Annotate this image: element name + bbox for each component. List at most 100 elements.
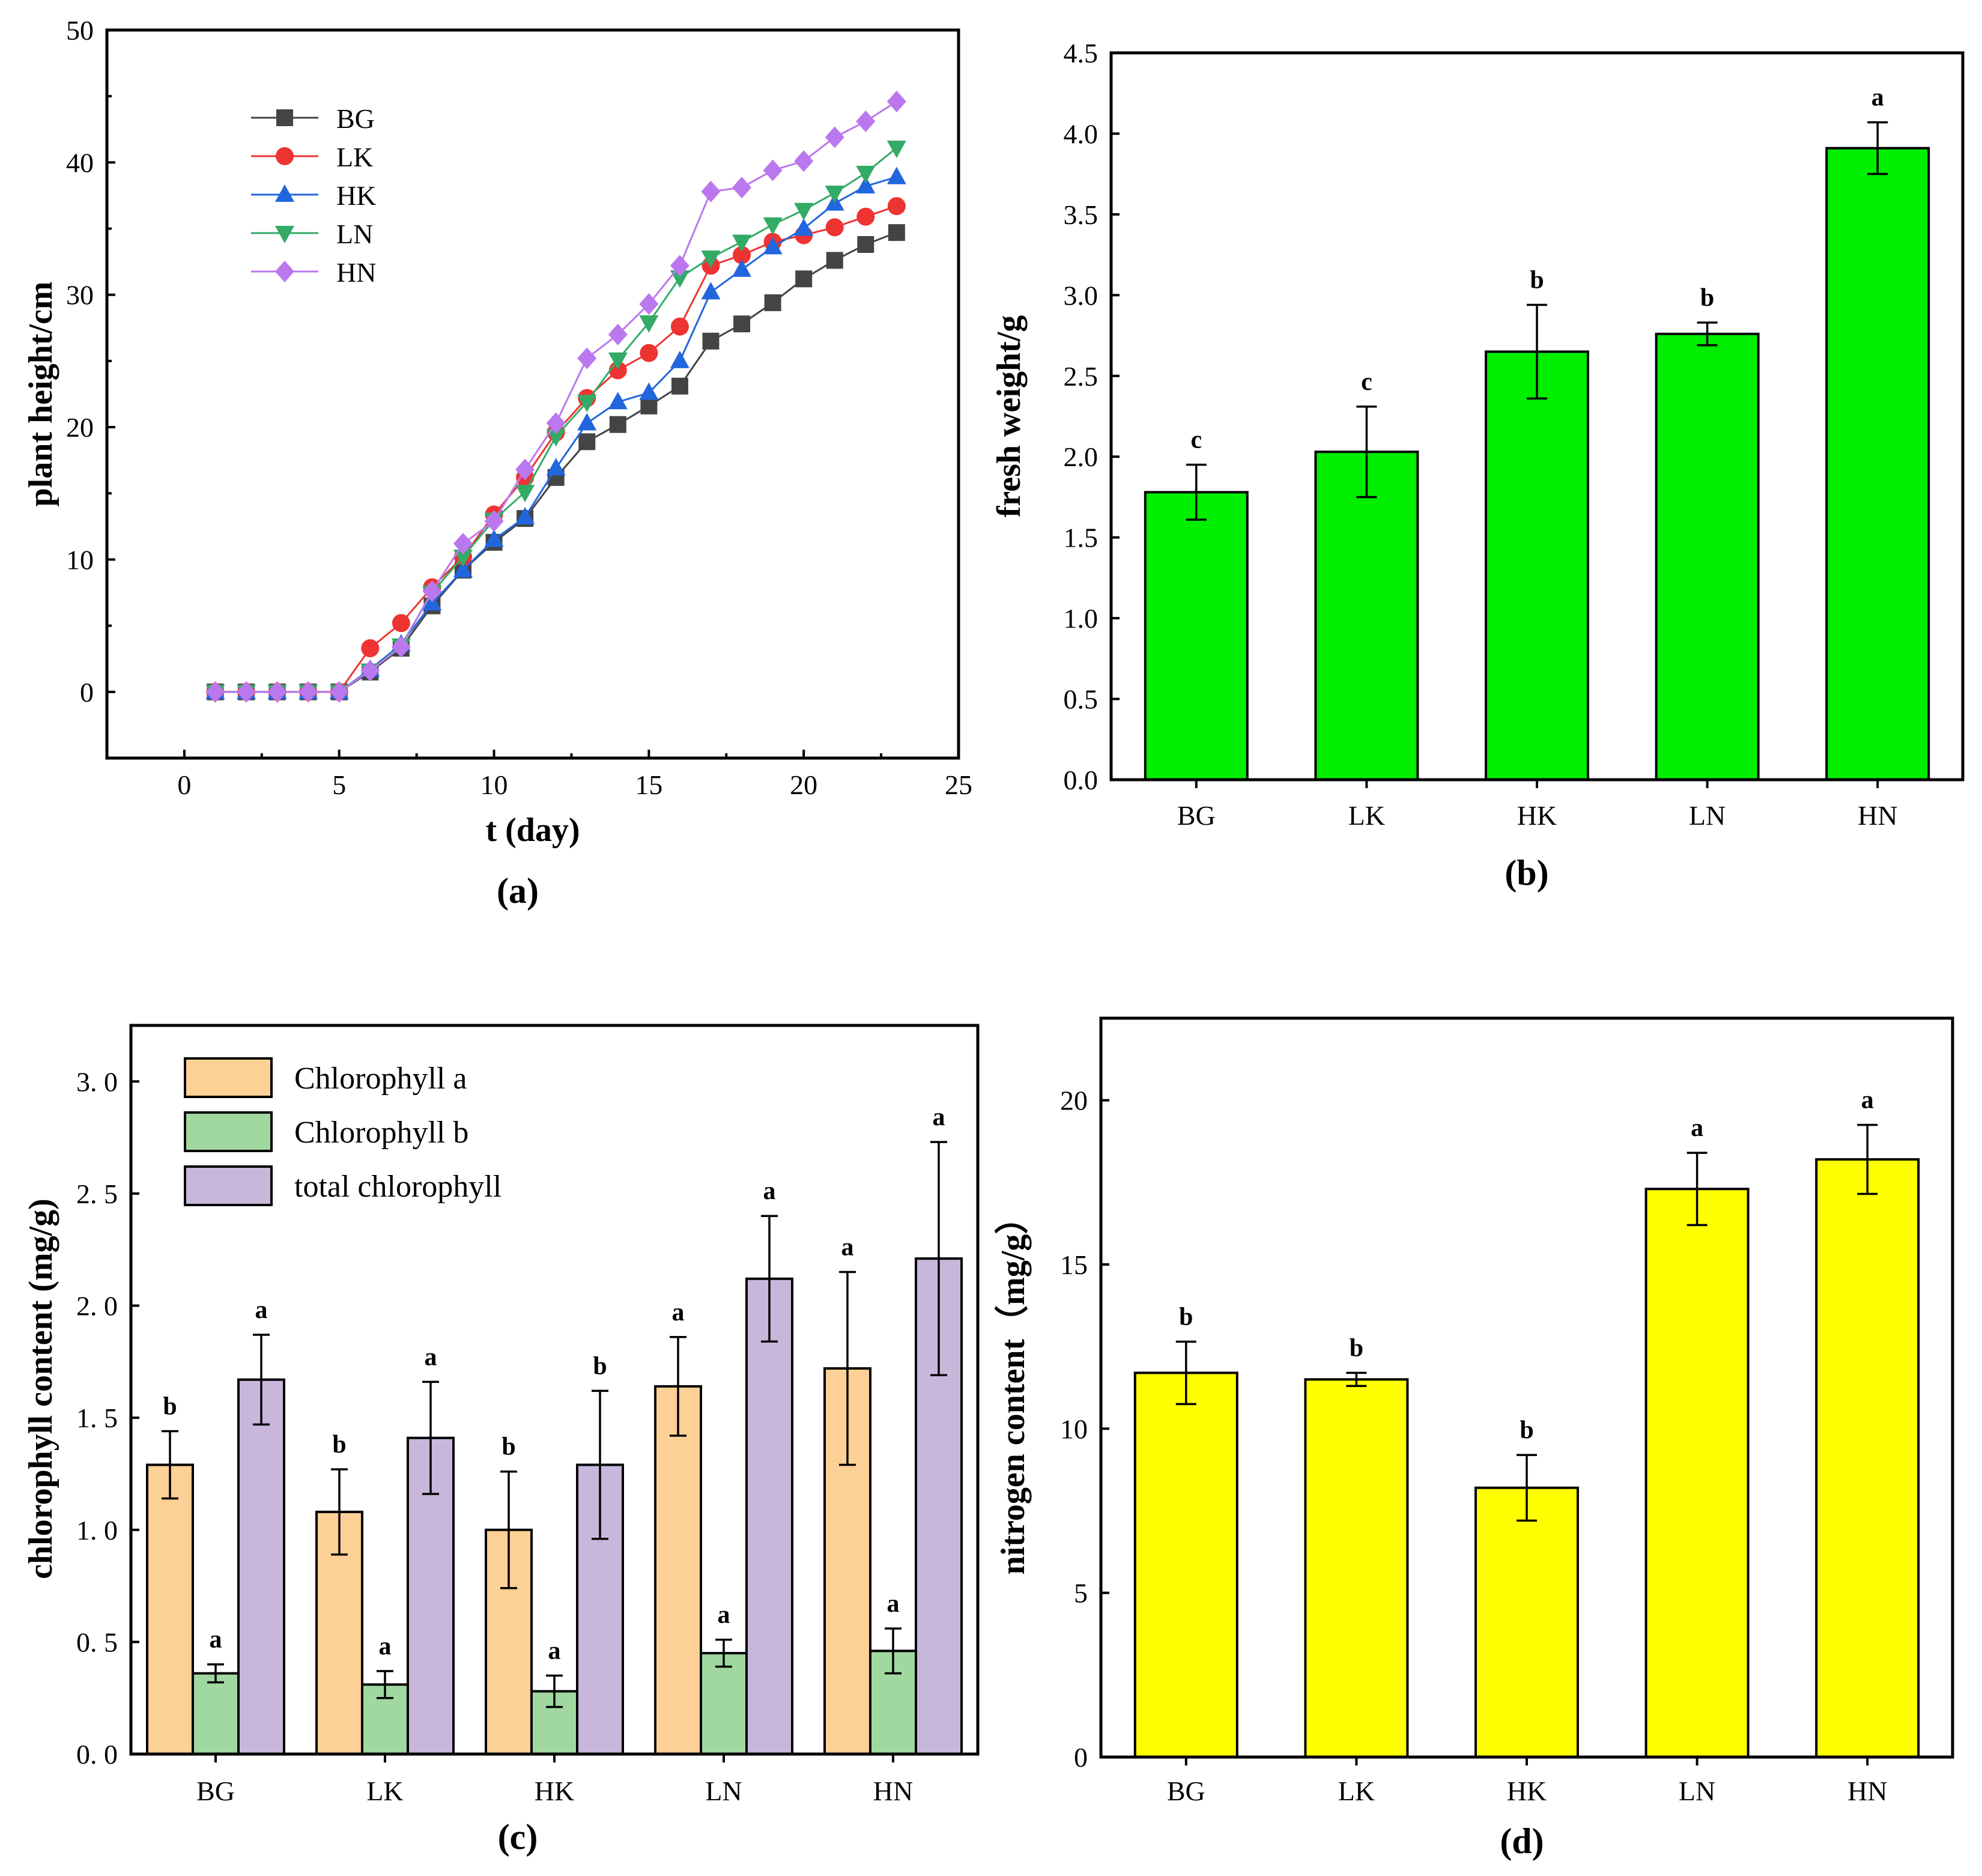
a-point-LN-9 bbox=[453, 550, 473, 568]
b-bar-HN bbox=[1825, 147, 1930, 782]
c-legend: Chlorophyll a Chlorophyll b total chloroph… bbox=[184, 1057, 502, 1206]
a-point-HN-21 bbox=[825, 126, 844, 148]
a-point-HK-11 bbox=[515, 506, 535, 524]
c-y-tick-label-2. 0: 2. 0 bbox=[76, 1291, 118, 1322]
a-legend-label-LN: LN bbox=[336, 219, 373, 249]
c-bar-LN-Chlorophyll-a bbox=[654, 1385, 702, 1756]
b-sig-letter-LK: c bbox=[1361, 368, 1372, 396]
a-point-LK-18 bbox=[733, 246, 751, 264]
a-plot-area bbox=[205, 90, 906, 703]
d-x-tick-label-HK: HK bbox=[1507, 1776, 1547, 1806]
a-point-HN-4 bbox=[299, 681, 318, 703]
d-sig-letter-BG: b bbox=[1179, 1303, 1193, 1331]
a-point-BG-14 bbox=[609, 416, 626, 433]
a-point-BG-15 bbox=[640, 397, 658, 414]
b-bar-HK bbox=[1485, 350, 1589, 781]
a-point-HN-3 bbox=[267, 681, 287, 703]
c-bar-BG-Chlorophyll-b bbox=[192, 1672, 240, 1756]
a-point-BG-16 bbox=[671, 377, 688, 395]
d-x-tick-label-LN: LN bbox=[1679, 1776, 1715, 1806]
c-legend-swatch-1 bbox=[184, 1111, 273, 1152]
d-bar-LN bbox=[1644, 1188, 1750, 1759]
c-caption: (c) bbox=[498, 1817, 538, 1857]
a-legend-marker-HN bbox=[275, 261, 294, 282]
a-legend-label-LK: LK bbox=[336, 142, 373, 172]
a-point-BG-13 bbox=[578, 433, 596, 451]
a-point-HN-11 bbox=[515, 458, 535, 481]
a-point-HK-23 bbox=[886, 166, 906, 184]
c-sig-letter-HK-2: b bbox=[593, 1352, 607, 1380]
b-x-tick-label-HK: HK bbox=[1517, 800, 1557, 831]
c-x-tick-label-LK: LK bbox=[366, 1776, 403, 1806]
c-legend-label-2: total chlorophyll bbox=[294, 1170, 502, 1204]
panel-c-grouped-bar-chart: b a a b a a b a b a a a a a a 0. 0 0. 5 1. 0 1. 5 2. 0 2. 5… bbox=[22, 1024, 980, 1857]
a-point-HK-16 bbox=[670, 350, 689, 368]
a-x-tick-label-15: 15 bbox=[635, 770, 662, 800]
c-sig-letter-HN-0: a bbox=[841, 1234, 854, 1261]
c-legend-label-1: Chlorophyll b bbox=[294, 1116, 468, 1150]
a-point-LN-16 bbox=[670, 270, 689, 288]
b-sig-letter-HN: a bbox=[1871, 84, 1884, 112]
a-point-LK-21 bbox=[825, 218, 844, 237]
c-y-tick-label-0. 5: 0. 5 bbox=[76, 1627, 118, 1657]
a-point-BG-22 bbox=[857, 235, 874, 253]
c-y-tick-label-2. 5: 2. 5 bbox=[76, 1179, 118, 1209]
a-point-HK-15 bbox=[639, 382, 659, 400]
b-sig-letter-LN: b bbox=[1700, 284, 1714, 312]
b-y-tick-label-4.0: 4.0 bbox=[1064, 118, 1099, 149]
c-legend-swatch-0 bbox=[184, 1057, 273, 1098]
d-y-tick-label-0: 0 bbox=[1074, 1742, 1088, 1773]
d-bar-BG bbox=[1133, 1371, 1238, 1758]
b-y-tick-label-2.0: 2.0 bbox=[1064, 442, 1099, 472]
d-y-tick-label-20: 20 bbox=[1060, 1085, 1088, 1116]
a-point-HN-8 bbox=[422, 580, 442, 603]
a-x-tick-label-0: 0 bbox=[177, 770, 191, 800]
a-y-axis-label: plant height/cm bbox=[22, 282, 59, 507]
a-legend-marker-HK bbox=[275, 184, 294, 202]
c-bar-HK-total-chlorophyll bbox=[576, 1463, 624, 1755]
a-axes-frame bbox=[105, 28, 960, 760]
b-x-tick-label-HN: HN bbox=[1858, 800, 1897, 831]
a-point-HK-19 bbox=[763, 237, 783, 255]
c-bar-BG-total-chlorophyll bbox=[237, 1378, 285, 1755]
a-point-HN-15 bbox=[639, 293, 659, 315]
a-point-HN-19 bbox=[763, 159, 783, 181]
a-point-LN-12 bbox=[546, 429, 566, 447]
a-point-HK-17 bbox=[701, 282, 721, 300]
a-point-LN-19 bbox=[763, 217, 783, 235]
c-sig-letter-HN-1: a bbox=[887, 1590, 900, 1618]
c-x-tick-label-BG: BG bbox=[196, 1776, 235, 1806]
d-bar-HK bbox=[1474, 1486, 1579, 1759]
a-point-HN-13 bbox=[577, 347, 597, 369]
c-legend-label-0: Chlorophyll a bbox=[294, 1061, 467, 1096]
d-sig-letter-HN: a bbox=[1861, 1087, 1874, 1114]
a-legend-marker-BG bbox=[276, 109, 293, 126]
b-y-tick-label-0.0: 0.0 bbox=[1064, 765, 1099, 795]
c-sig-letter-BG-0: b bbox=[163, 1393, 177, 1421]
c-bar-BG-Chlorophyll-a bbox=[146, 1463, 194, 1755]
a-point-HN-6 bbox=[360, 660, 380, 682]
a-point-HN-22 bbox=[856, 111, 876, 133]
c-sig-letter-BG-1: a bbox=[210, 1626, 222, 1654]
a-point-HN-10 bbox=[484, 510, 504, 532]
b-plot-area: c c b b a bbox=[1144, 84, 1930, 782]
a-point-HN-20 bbox=[794, 150, 814, 172]
c-sig-letter-LN-0: a bbox=[672, 1299, 685, 1326]
a-point-HN-9 bbox=[453, 533, 473, 555]
a-point-LN-15 bbox=[639, 315, 659, 333]
a-point-BG-23 bbox=[888, 224, 905, 241]
c-sig-letter-LN-2: a bbox=[763, 1177, 776, 1205]
d-x-tick-label-LK: LK bbox=[1338, 1776, 1375, 1806]
a-point-LN-21 bbox=[825, 186, 844, 204]
a-legend-label-BG: BG bbox=[336, 103, 375, 134]
a-point-HN-2 bbox=[237, 681, 256, 703]
a-point-HN-7 bbox=[391, 636, 411, 658]
b-bar-BG bbox=[1144, 491, 1249, 782]
d-bar-HN bbox=[1815, 1158, 1920, 1758]
a-point-LK-15 bbox=[640, 344, 658, 362]
d-sig-letter-LN: a bbox=[1691, 1114, 1703, 1142]
a-y-tick-label-40: 40 bbox=[66, 147, 94, 178]
c-y-tick-label-1. 5: 1. 5 bbox=[76, 1403, 118, 1433]
c-legend-swatch-2 bbox=[184, 1165, 273, 1206]
